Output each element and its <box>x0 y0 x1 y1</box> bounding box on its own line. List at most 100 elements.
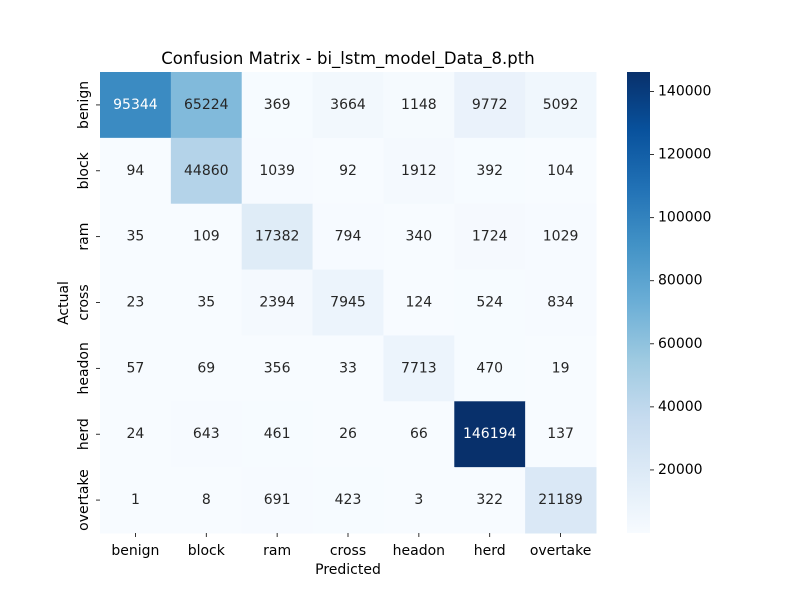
cell-value-label: 19 <box>552 360 570 376</box>
heatmap-cell <box>100 72 172 139</box>
cell-value-label: 17382 <box>255 229 300 245</box>
cell-value-label: 834 <box>547 295 574 311</box>
heatmap-cell <box>454 467 526 534</box>
heatmap-cell <box>383 137 455 205</box>
cell-value-label: 9772 <box>472 97 508 113</box>
cell-value-label: 423 <box>335 492 362 508</box>
heatmap-cell <box>170 467 243 534</box>
y-tick-label: benign <box>76 81 92 129</box>
cell-value-label: 35 <box>127 229 145 245</box>
cell-value-label: 26 <box>339 426 357 442</box>
cell-value-label: 92 <box>339 163 357 179</box>
cell-value-label: 109 <box>193 229 220 245</box>
cell-value-label: 691 <box>264 492 291 508</box>
heatmap-cell <box>454 269 526 336</box>
chart-title: Confusion Matrix - bi_lstm_model_Data_8.… <box>161 49 534 69</box>
y-tick-label: ram <box>76 223 92 251</box>
cell-value-label: 66 <box>410 426 428 442</box>
y-tick-label: herd <box>76 418 92 450</box>
cell-value-label: 124 <box>405 295 432 311</box>
heatmap-cell <box>312 72 384 139</box>
x-tick-label: block <box>188 543 226 559</box>
heatmap-cell <box>383 335 455 402</box>
y-tick-label: overtake <box>76 469 92 531</box>
heatmap-cell <box>312 401 384 468</box>
heatmap-cell <box>383 203 455 271</box>
cell-value-label: 7713 <box>401 360 437 376</box>
cell-value-label: 23 <box>127 295 145 311</box>
y-axis-label: Actual <box>56 281 72 325</box>
heatmap-cell <box>383 269 455 336</box>
cell-value-label: 44860 <box>184 163 229 179</box>
x-tick-label: herd <box>474 543 506 559</box>
cell-value-label: 643 <box>193 426 220 442</box>
x-tick-label: cross <box>330 543 366 559</box>
cell-value-label: 1724 <box>472 229 508 245</box>
colorbar-ticks: 20000 40000 60000 80000 100000 120000 140000 <box>650 84 711 478</box>
cell-value-label: 470 <box>476 360 503 376</box>
x-axis-label: Predicted <box>315 562 381 578</box>
heatmap-cell <box>241 203 314 271</box>
heatmap-cell <box>170 72 243 139</box>
heatmap-cell <box>454 137 526 205</box>
colorbar-tick-label: 40000 <box>658 399 703 415</box>
heatmap-cell <box>312 467 384 534</box>
cell-value-label: 1039 <box>259 163 295 179</box>
heatmap-cell <box>241 401 314 468</box>
cell-value-label: 7945 <box>330 295 366 311</box>
cell-value-label: 5092 <box>543 97 579 113</box>
cell-value-label: 524 <box>476 295 503 311</box>
cell-value-label: 1148 <box>401 97 437 113</box>
heatmap-cell <box>312 203 384 271</box>
y-axis-ticks: benign block ram cross headon herd overtake <box>76 81 100 531</box>
y-tick-label: headon <box>76 342 92 394</box>
colorbar-tick-label: 20000 <box>658 462 703 478</box>
heatmap-cell <box>312 269 384 336</box>
cell-value-label: 137 <box>547 426 574 442</box>
cell-value-label: 146194 <box>463 426 517 442</box>
heatmap-cell <box>170 335 243 402</box>
heatmap-cell <box>383 467 455 534</box>
heatmap-cell <box>100 269 172 336</box>
cell-value-label: 1912 <box>401 163 437 179</box>
x-tick-label: overtake <box>530 543 592 559</box>
cell-value-label: 21189 <box>538 492 583 508</box>
heatmap-cell <box>170 269 243 336</box>
heatmap-cell <box>454 72 526 139</box>
x-tick-label: ram <box>263 543 291 559</box>
x-tick-label: headon <box>393 543 445 559</box>
cell-value-label: 104 <box>547 163 574 179</box>
cell-value-label: 340 <box>405 229 432 245</box>
heatmap-cell <box>170 401 243 468</box>
cell-value-label: 24 <box>127 426 145 442</box>
cell-value-label: 57 <box>127 360 145 376</box>
colorbar-tick-label: 80000 <box>658 273 703 289</box>
cell-value-label: 8 <box>202 492 211 508</box>
heatmap-cell <box>525 467 597 534</box>
colorbar-tick-label: 120000 <box>658 147 711 163</box>
heatmap-cell <box>100 203 172 271</box>
cell-value-label: 392 <box>476 163 503 179</box>
heatmap-cell <box>241 137 314 205</box>
cell-value-label: 2394 <box>259 295 295 311</box>
cell-value-label: 322 <box>476 492 503 508</box>
heatmap-cell <box>383 72 455 139</box>
cell-value-label: 1 <box>131 492 140 508</box>
heatmap-cell <box>241 72 314 139</box>
colorbar-tick-label: 140000 <box>658 84 711 100</box>
cell-value-label: 1029 <box>543 229 579 245</box>
cell-value-label: 65224 <box>184 97 229 113</box>
heatmap-cell <box>100 335 172 402</box>
heatmap-cell <box>383 401 455 468</box>
heatmap-cell <box>525 269 597 336</box>
heatmap-cell <box>525 335 597 402</box>
colorbar <box>627 72 650 533</box>
heatmap-cell <box>525 137 597 205</box>
heatmap-cell <box>241 269 314 336</box>
colorbar-tick-label: 60000 <box>658 336 703 352</box>
x-tick-label: benign <box>111 543 159 559</box>
cell-value-label: 794 <box>335 229 362 245</box>
heatmap-cell <box>100 137 172 205</box>
